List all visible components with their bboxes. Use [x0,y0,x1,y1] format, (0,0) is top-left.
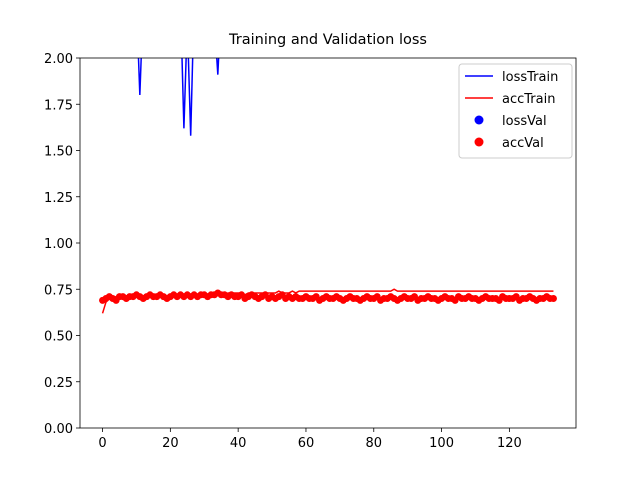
y-tick-label: 1.25 [44,191,73,206]
legend-label: lossVal [502,114,547,129]
y-tick-label: 2.00 [44,52,73,67]
y-tick-label: 0.25 [44,376,73,391]
x-tick-label: 20 [162,436,179,451]
y-tick-label: 1.00 [44,237,73,252]
x-tick-label: 40 [230,436,247,451]
x-tick-label: 60 [298,436,315,451]
data-point [549,295,557,302]
x-tick-label: 80 [365,436,382,451]
y-tick-label: 0.75 [44,283,73,298]
y-tick-label: 1.50 [44,145,73,160]
x-tick-label: 120 [497,436,522,451]
legend-label: lossTrain [502,70,558,85]
chart-title: Training and Validation loss [228,32,427,48]
legend-swatch [474,137,484,147]
x-tick-label: 0 [98,436,106,451]
legend: lossTrain accTrain lossVal accVal [458,63,573,159]
y-tick-label: 0.00 [44,422,73,437]
y-tick-label: 0.50 [44,330,73,345]
x-tick-label: 100 [429,436,454,451]
plot-area [99,58,557,314]
legend-label: accVal [502,136,544,151]
y-tick-label: 1.75 [44,98,73,113]
legend-swatch [474,115,484,125]
legend-label: accTrain [502,92,555,107]
legend-box [458,63,573,159]
